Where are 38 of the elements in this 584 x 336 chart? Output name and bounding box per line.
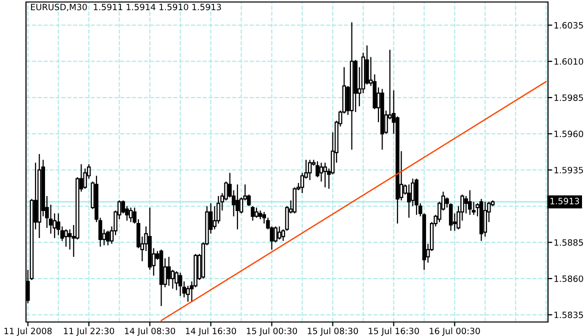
candlestick <box>83 168 87 190</box>
y-tick-label: 1.6035 <box>554 22 583 29</box>
candlestick <box>277 226 282 240</box>
ref-line-label: 1.5913 <box>550 198 580 204</box>
x-tick-label: 14 Jul 16:30 <box>186 328 236 336</box>
x-tick-label: 11 Jul 22:30 <box>64 328 114 336</box>
candlestick <box>178 272 182 296</box>
candlestick <box>64 228 68 248</box>
candlestick <box>292 186 297 214</box>
candlestick <box>250 206 255 222</box>
x-tick-label: 15 Jul 00:30 <box>246 328 298 336</box>
y-tick-label: 1.5835 <box>554 312 583 318</box>
y-tick-label: 1.5960 <box>554 130 584 138</box>
y-tick-label: 1.6010 <box>554 58 584 65</box>
candlestick <box>483 201 488 238</box>
x-tick-label: 15 Jul 08:30 <box>308 328 358 336</box>
x-tick-label: 11 Jul 2008 <box>4 328 52 336</box>
candlestick <box>365 44 369 86</box>
candlestick <box>254 207 258 218</box>
candlestick <box>323 162 327 188</box>
y-tick-label: 1.5885 <box>554 239 583 246</box>
y-tick-label: 1.5985 <box>554 94 583 101</box>
candlestick <box>166 256 171 286</box>
x-tick-label: 15 Jul 16:30 <box>368 328 419 336</box>
chart-title: EURUSD,M30 1.5911 1.5914 1.5910 1.5913 <box>31 4 221 12</box>
candlestick <box>186 285 190 302</box>
candlestick <box>128 207 133 223</box>
y-tick-label: 1.5860 <box>554 275 584 282</box>
candlestick <box>468 190 472 216</box>
candlestick <box>308 159 312 181</box>
y-tick-label: 1.5935 <box>554 166 583 174</box>
candlestick <box>236 184 240 230</box>
candlestick <box>170 269 175 290</box>
candlestick <box>274 226 278 243</box>
candlestick <box>316 160 320 178</box>
candlestick <box>106 230 110 246</box>
x-tick-label: 14 Jul 08:30 <box>124 328 176 336</box>
x-tick-label: 16 Jul 00:30 <box>430 328 480 336</box>
